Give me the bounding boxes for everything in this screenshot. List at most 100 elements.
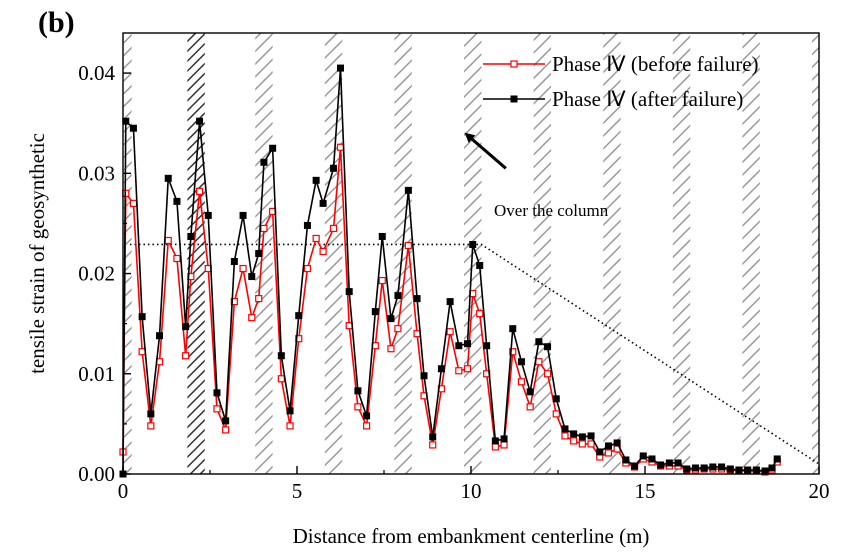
data-point [404, 186, 412, 194]
column-band [672, 33, 691, 474]
data-point [394, 292, 402, 300]
data-point [604, 449, 613, 457]
data-point [312, 176, 320, 184]
x-tick-label: 15 [635, 479, 656, 503]
legend-marker [510, 95, 518, 103]
data-point [164, 236, 172, 245]
data-point [455, 342, 463, 350]
x-tick-label: 20 [809, 479, 830, 503]
data-point [552, 410, 560, 418]
data-point [561, 432, 569, 440]
data-point [354, 403, 362, 411]
data-point [570, 437, 578, 445]
data-point [345, 288, 353, 296]
data-point [329, 224, 338, 233]
data-point [319, 199, 327, 207]
data-point [709, 463, 717, 471]
y-tick-label: 0.03 [78, 161, 115, 185]
data-point [526, 388, 534, 396]
data-point [446, 328, 454, 336]
data-point [147, 410, 155, 418]
data-point [277, 375, 285, 383]
data-point [173, 197, 181, 205]
data-point [768, 464, 776, 472]
data-point [446, 298, 454, 306]
x-tick-label: 0 [118, 479, 129, 503]
data-point [535, 358, 543, 366]
data-point [691, 464, 699, 472]
column-band [742, 33, 760, 474]
data-point [752, 466, 760, 474]
data-point [147, 422, 155, 430]
data-point [260, 224, 268, 233]
data-point [354, 387, 362, 395]
data-point [255, 295, 263, 303]
column-band [324, 33, 343, 474]
y-tick-label: 0.02 [78, 262, 115, 286]
data-point [476, 310, 484, 318]
legend: Phase Ⅳ (before failure) Phase Ⅳ (after f… [483, 52, 759, 111]
legend-marker [510, 60, 518, 68]
data-point [476, 262, 484, 270]
data-point [156, 332, 164, 340]
data-point [394, 325, 402, 333]
data-point [138, 348, 146, 356]
data-point [363, 422, 371, 430]
data-point [544, 343, 552, 351]
data-point [195, 187, 204, 195]
data-point [500, 435, 508, 443]
data-point [578, 433, 586, 441]
data-point [517, 358, 525, 366]
column-band [255, 33, 273, 474]
data-point [500, 441, 508, 449]
axes: 0 5 10 15 20 0.00 0.01 0.02 0.03 0.04 Distance fro… [25, 32, 830, 548]
column-band [394, 33, 412, 474]
data-point [239, 264, 247, 273]
data-point [248, 273, 256, 281]
data-point [674, 459, 682, 467]
data-point [269, 144, 277, 152]
data-point [363, 412, 371, 420]
annotation-arrow [464, 132, 507, 170]
column-band [123, 33, 132, 474]
data-point [319, 247, 327, 256]
data-point [129, 199, 138, 207]
data-point [631, 462, 639, 470]
data-point [336, 143, 345, 151]
data-point [596, 448, 604, 456]
data-point [413, 330, 421, 338]
data-point [378, 276, 386, 285]
data-point [483, 342, 491, 350]
data-point [437, 365, 445, 373]
data-point [517, 378, 526, 386]
data-point [429, 433, 437, 441]
data-point [204, 211, 212, 219]
data-point [455, 367, 463, 375]
series-1 [119, 64, 781, 478]
data-point [295, 312, 303, 320]
data-point [543, 370, 552, 378]
data-point [413, 295, 421, 303]
data-point [509, 325, 517, 333]
data-point [129, 124, 137, 132]
data-point [648, 455, 656, 463]
data-point [561, 425, 569, 433]
column-band [187, 33, 205, 474]
data-point [213, 389, 221, 397]
data-point [761, 467, 769, 475]
data-point [303, 221, 311, 229]
data-point [735, 466, 743, 474]
legend-label: Phase Ⅳ (after failure) [552, 87, 743, 111]
data-point [138, 313, 146, 321]
data-point [222, 426, 230, 434]
data-point [248, 314, 256, 322]
data-point [420, 372, 428, 380]
data-point [312, 234, 320, 243]
column-band [603, 33, 621, 474]
data-point [578, 440, 586, 448]
data-point [173, 254, 181, 263]
data-point [230, 258, 238, 266]
data-point [491, 437, 499, 445]
data-point [587, 432, 595, 440]
